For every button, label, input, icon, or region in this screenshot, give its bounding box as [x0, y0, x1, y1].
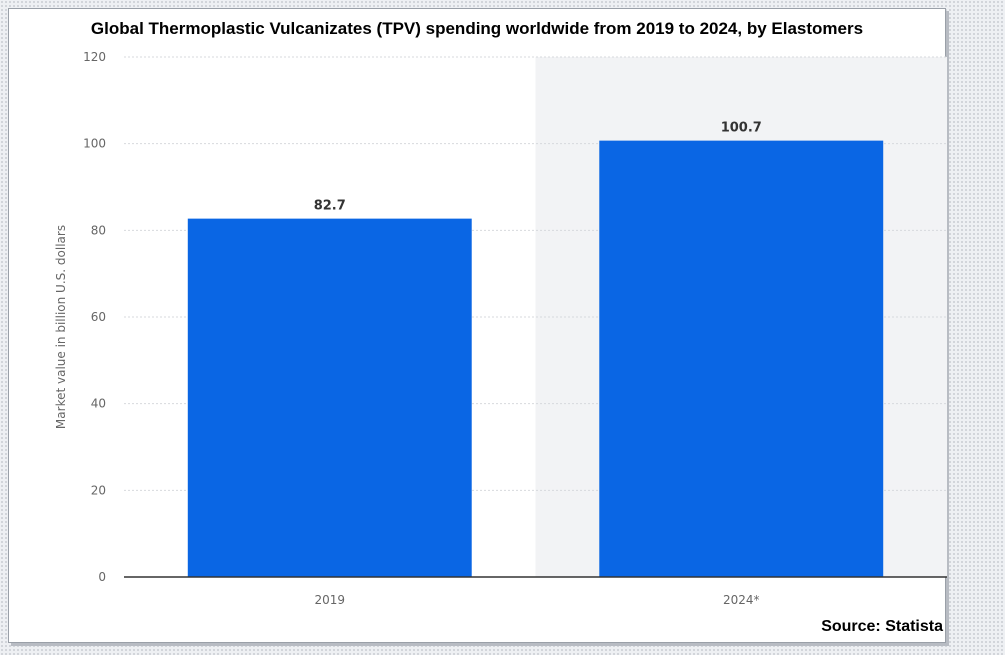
data-label: 82.7 — [314, 199, 346, 214]
bars — [187, 140, 884, 577]
chart-panel: Global Thermoplastic Vulcanizates (TPV) … — [8, 8, 947, 643]
y-tick-label: 20 — [91, 483, 106, 497]
chart-title: Global Thermoplastic Vulcanizates (TPV) … — [90, 19, 864, 38]
source-label: Source: Statista — [821, 618, 943, 635]
y-axis-ticks: 0 20 40 60 80 100 120 — [83, 50, 106, 584]
x-axis-ticks: 2019 2024* — [314, 593, 759, 607]
bar — [599, 140, 884, 577]
y-tick-label: 100 — [83, 137, 106, 151]
data-labels: 82.7 100.7 — [314, 121, 762, 214]
x-tick-label: 2024* — [723, 593, 760, 607]
y-tick-label: 120 — [83, 50, 106, 64]
data-label: 100.7 — [721, 121, 762, 136]
bar-chart: 0 20 40 60 80 100 120 82.7 100.7 2019 2024* Mark… — [54, 50, 947, 607]
y-tick-label: 80 — [91, 223, 106, 237]
y-tick-label: 0 — [98, 570, 106, 584]
y-axis-label: Market value in billion U.S. dollars — [54, 225, 68, 429]
bar — [187, 218, 472, 577]
y-tick-label: 60 — [91, 310, 106, 324]
x-tick-label: 2019 — [314, 593, 345, 607]
y-tick-label: 40 — [91, 397, 106, 411]
